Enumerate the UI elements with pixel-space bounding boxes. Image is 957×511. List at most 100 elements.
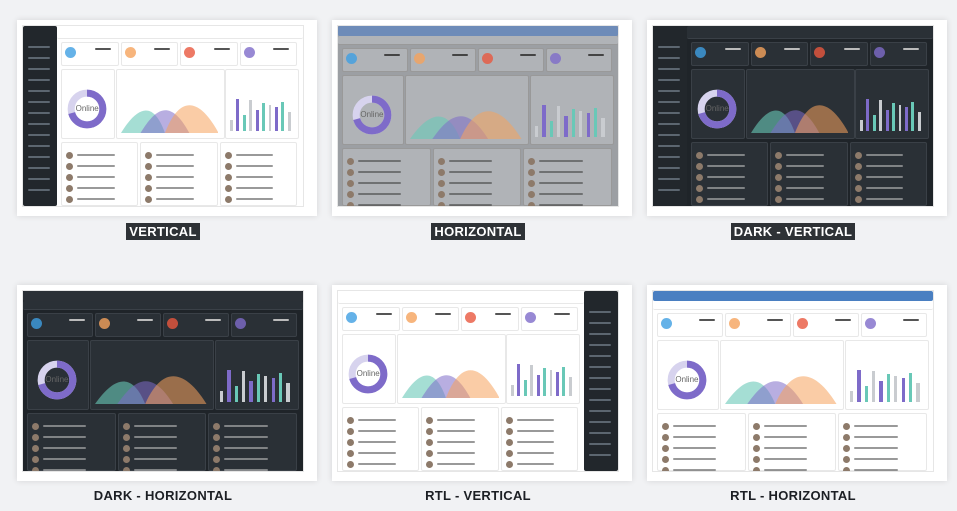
avatar bbox=[32, 423, 39, 430]
avatar bbox=[213, 467, 221, 471]
list-text bbox=[224, 436, 268, 438]
bar-mark bbox=[536, 374, 540, 396]
avatar bbox=[145, 196, 153, 203]
list-text bbox=[77, 176, 115, 178]
sidebar-item bbox=[28, 145, 50, 147]
bar-mark bbox=[268, 105, 272, 131]
list-text bbox=[539, 171, 583, 173]
preview-card-vertical[interactable]: Online bbox=[17, 20, 317, 216]
list-text bbox=[437, 452, 475, 454]
stat-value bbox=[205, 319, 221, 321]
list-text bbox=[786, 154, 824, 156]
sidebar-item bbox=[658, 112, 680, 114]
list-text bbox=[235, 198, 274, 200]
stat-icon bbox=[405, 312, 417, 323]
stat-value bbox=[554, 313, 570, 315]
preview-screenshot[interactable]: Online bbox=[652, 290, 934, 472]
preview-screenshot[interactable]: Online bbox=[22, 25, 304, 207]
stat-icon bbox=[235, 318, 246, 329]
bar-mark bbox=[579, 111, 583, 137]
sidebar-item bbox=[658, 134, 680, 136]
bar-mark bbox=[242, 371, 246, 402]
preview-card-horizontal[interactable]: Online bbox=[332, 20, 632, 216]
bar-mark bbox=[894, 376, 898, 402]
avatar bbox=[696, 196, 703, 203]
list-text bbox=[358, 463, 396, 465]
list-text bbox=[448, 171, 492, 173]
list-text bbox=[707, 176, 745, 178]
list-panel bbox=[140, 142, 218, 206]
stat-value bbox=[273, 319, 289, 321]
sidebar-item bbox=[28, 178, 50, 180]
avatar bbox=[32, 434, 39, 441]
bar-mark bbox=[274, 106, 278, 131]
donut-chart bbox=[352, 95, 392, 135]
avatar bbox=[122, 423, 130, 430]
overlay bbox=[23, 291, 303, 471]
list-text bbox=[707, 154, 745, 156]
avatar bbox=[224, 163, 232, 170]
sidebar-item bbox=[589, 311, 611, 313]
avatar bbox=[437, 169, 445, 176]
avatar bbox=[752, 434, 760, 441]
list-text bbox=[448, 193, 492, 195]
avatar bbox=[224, 196, 232, 203]
card-label: DARK - VERTICAL bbox=[643, 223, 943, 240]
preview-card-rtl-horizontal[interactable]: Online bbox=[647, 285, 947, 481]
list-text bbox=[156, 198, 194, 200]
bar-mark bbox=[568, 376, 572, 396]
donut-chart bbox=[37, 360, 77, 400]
avatar bbox=[347, 169, 354, 176]
list-text bbox=[786, 198, 824, 200]
list-text bbox=[224, 425, 268, 427]
list-text bbox=[763, 447, 807, 449]
sidebar-item bbox=[658, 189, 680, 191]
avatar bbox=[224, 152, 232, 159]
stat-value bbox=[699, 319, 715, 321]
avatar bbox=[66, 152, 73, 159]
area-chart bbox=[410, 111, 522, 139]
card-label: VERTICAL bbox=[13, 223, 313, 240]
ring-label: Online bbox=[675, 375, 699, 384]
stat-value bbox=[903, 319, 919, 321]
stat-icon bbox=[754, 47, 766, 58]
avatar bbox=[224, 185, 232, 192]
list-text bbox=[707, 198, 745, 200]
list-text bbox=[865, 165, 904, 167]
stat-icon bbox=[814, 47, 825, 58]
avatar bbox=[347, 158, 354, 165]
list-text bbox=[358, 160, 402, 162]
preview-screenshot[interactable]: Online bbox=[652, 25, 934, 207]
preview-card-dark-horizontal[interactable]: Online bbox=[17, 285, 317, 481]
donut-chart bbox=[67, 89, 107, 129]
bar-mark bbox=[904, 106, 908, 131]
list-text bbox=[516, 430, 555, 432]
sidebar-item bbox=[658, 167, 680, 169]
bar-mark bbox=[917, 111, 921, 131]
avatar bbox=[843, 467, 851, 471]
list-text bbox=[133, 425, 177, 427]
preview-screenshot[interactable]: Online bbox=[22, 290, 304, 472]
list-text bbox=[358, 430, 396, 432]
list-text bbox=[763, 458, 807, 460]
stat-value bbox=[435, 313, 451, 315]
preview-card-dark-vertical[interactable]: Online bbox=[647, 20, 947, 216]
bar-mark bbox=[278, 372, 283, 402]
list-panel bbox=[27, 413, 116, 471]
avatar bbox=[854, 174, 862, 181]
sidebar-item bbox=[658, 68, 680, 70]
sidebar-item bbox=[589, 410, 611, 412]
preview-screenshot[interactable]: Online bbox=[337, 290, 619, 472]
list-text bbox=[854, 436, 898, 438]
preview-screenshot[interactable]: Online bbox=[337, 25, 619, 207]
bar-mark bbox=[264, 376, 268, 402]
bar-mark bbox=[911, 101, 915, 131]
stat-icon bbox=[661, 318, 672, 329]
list-text bbox=[437, 419, 475, 421]
list-text bbox=[763, 469, 807, 471]
list-text bbox=[358, 452, 396, 454]
preview-card-rtl-vertical[interactable]: Online bbox=[332, 285, 632, 481]
avatar bbox=[752, 456, 760, 463]
bar-mark bbox=[242, 114, 246, 131]
bar-mark bbox=[229, 120, 233, 131]
